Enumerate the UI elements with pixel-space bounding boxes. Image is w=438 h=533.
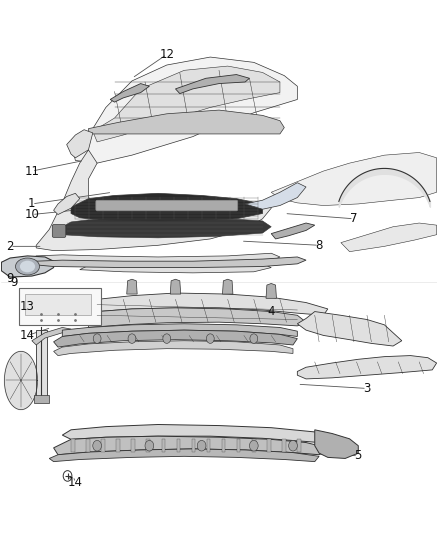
Polygon shape: [71, 57, 297, 163]
Polygon shape: [62, 424, 341, 443]
Polygon shape: [266, 284, 276, 298]
Polygon shape: [62, 324, 297, 336]
Polygon shape: [53, 330, 297, 347]
Polygon shape: [80, 264, 271, 273]
Circle shape: [197, 440, 206, 451]
Polygon shape: [207, 439, 210, 452]
Polygon shape: [252, 439, 255, 452]
Circle shape: [250, 440, 258, 451]
Text: 4: 4: [268, 305, 275, 318]
Text: 14: 14: [20, 329, 35, 342]
Polygon shape: [223, 279, 233, 294]
Polygon shape: [36, 150, 271, 251]
Polygon shape: [271, 152, 437, 206]
Text: 10: 10: [25, 208, 39, 221]
Polygon shape: [88, 110, 284, 134]
Text: 9: 9: [6, 272, 14, 285]
Polygon shape: [315, 430, 358, 458]
Polygon shape: [71, 439, 74, 452]
Polygon shape: [93, 66, 280, 142]
Ellipse shape: [15, 258, 39, 275]
Ellipse shape: [20, 261, 35, 272]
Text: 8: 8: [315, 239, 323, 252]
Text: 7: 7: [350, 212, 358, 225]
Polygon shape: [297, 312, 402, 346]
Polygon shape: [36, 257, 306, 268]
Polygon shape: [146, 439, 150, 452]
Polygon shape: [267, 439, 271, 452]
Polygon shape: [192, 439, 195, 452]
Polygon shape: [116, 439, 120, 452]
Circle shape: [145, 440, 154, 451]
Text: 1: 1: [28, 197, 35, 211]
Polygon shape: [71, 193, 262, 222]
Polygon shape: [127, 279, 137, 294]
Polygon shape: [58, 219, 271, 238]
Text: 2: 2: [6, 240, 14, 253]
Circle shape: [128, 334, 136, 343]
FancyBboxPatch shape: [96, 200, 238, 211]
Circle shape: [163, 334, 171, 343]
Polygon shape: [32, 253, 280, 265]
Polygon shape: [4, 351, 38, 410]
Polygon shape: [245, 183, 306, 209]
Polygon shape: [131, 439, 135, 452]
Circle shape: [206, 334, 214, 343]
Text: 14: 14: [68, 477, 83, 489]
Polygon shape: [32, 327, 71, 345]
Text: 9: 9: [10, 276, 18, 289]
Polygon shape: [222, 439, 226, 452]
Polygon shape: [53, 193, 80, 215]
Text: 12: 12: [159, 48, 174, 61]
Polygon shape: [53, 436, 328, 455]
Polygon shape: [170, 279, 181, 294]
Circle shape: [250, 334, 258, 343]
Text: 11: 11: [25, 165, 39, 177]
Bar: [36, 330, 47, 399]
Polygon shape: [86, 439, 90, 452]
Text: 3: 3: [363, 382, 371, 395]
Text: 13: 13: [20, 300, 35, 313]
Polygon shape: [88, 293, 328, 316]
Polygon shape: [237, 439, 240, 452]
Polygon shape: [101, 439, 105, 452]
Polygon shape: [341, 223, 437, 252]
Circle shape: [289, 440, 297, 451]
Polygon shape: [162, 439, 165, 452]
Polygon shape: [271, 223, 315, 239]
Polygon shape: [67, 130, 93, 158]
Polygon shape: [110, 84, 149, 102]
Polygon shape: [297, 356, 437, 379]
Polygon shape: [88, 308, 306, 327]
Polygon shape: [49, 449, 319, 462]
Polygon shape: [297, 439, 301, 452]
Circle shape: [93, 440, 102, 451]
Polygon shape: [53, 341, 293, 356]
Circle shape: [93, 334, 101, 343]
Polygon shape: [282, 439, 286, 452]
Polygon shape: [1, 256, 53, 277]
Polygon shape: [177, 439, 180, 452]
Bar: [25, 294, 91, 316]
Bar: [34, 395, 49, 403]
Text: 5: 5: [355, 449, 362, 462]
FancyBboxPatch shape: [52, 224, 66, 237]
Bar: [19, 288, 102, 325]
Polygon shape: [176, 75, 250, 94]
